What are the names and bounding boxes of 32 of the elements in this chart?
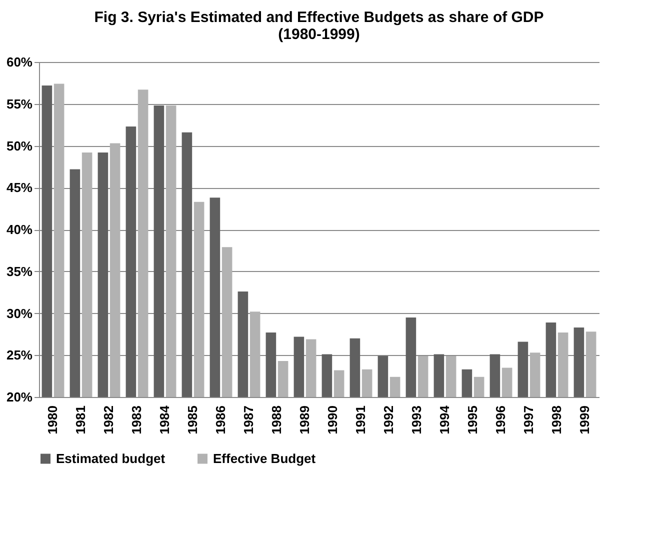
x-tick-label: 1991 bbox=[353, 406, 368, 434]
x-tick-label: 1987 bbox=[241, 406, 256, 434]
y-tick-label: 45% bbox=[6, 180, 33, 196]
y-tick-label: 50% bbox=[6, 138, 33, 154]
x-tick-label: 1988 bbox=[269, 406, 284, 434]
x-tick-label: 1995 bbox=[465, 406, 480, 434]
x-tick-label: 1994 bbox=[437, 404, 452, 434]
chart-title: Fig 3. Syria's Estimated and Effective Budgets as share of GDP (1980-1999) bbox=[94, 9, 544, 43]
x-tick-label: 1982 bbox=[101, 406, 116, 434]
x-tick-label: 1990 bbox=[325, 406, 340, 434]
legend-label: Effective Budget bbox=[213, 450, 316, 466]
y-tick-label: 20% bbox=[6, 390, 33, 404]
x-tick-label: 1999 bbox=[577, 406, 592, 434]
x-tick-label: 1986 bbox=[213, 406, 228, 434]
x-tick-label: 1984 bbox=[157, 404, 172, 434]
y-tick-label: 30% bbox=[6, 306, 33, 321]
legend-label: Estimated budget bbox=[56, 450, 166, 466]
x-tick-label: 1992 bbox=[381, 406, 396, 434]
x-tick-label: 1980 bbox=[45, 406, 60, 434]
y-tick-label: 60% bbox=[6, 54, 33, 70]
x-tick-label: 1993 bbox=[409, 406, 424, 434]
x-tick-label: 1989 bbox=[297, 406, 312, 434]
y-tick-label: 55% bbox=[6, 96, 33, 112]
x-tick-label: 1983 bbox=[129, 406, 144, 434]
x-tick-label: 1997 bbox=[521, 406, 536, 434]
y-tick-label: 40% bbox=[6, 222, 33, 237]
x-tick-label: 1985 bbox=[185, 406, 200, 434]
x-tick-label: 1998 bbox=[549, 406, 564, 434]
x-tick-label: 1996 bbox=[493, 406, 508, 434]
y-tick-label: 25% bbox=[6, 348, 33, 363]
x-tick-label: 1981 bbox=[73, 406, 88, 434]
y-tick-label: 35% bbox=[6, 264, 33, 279]
